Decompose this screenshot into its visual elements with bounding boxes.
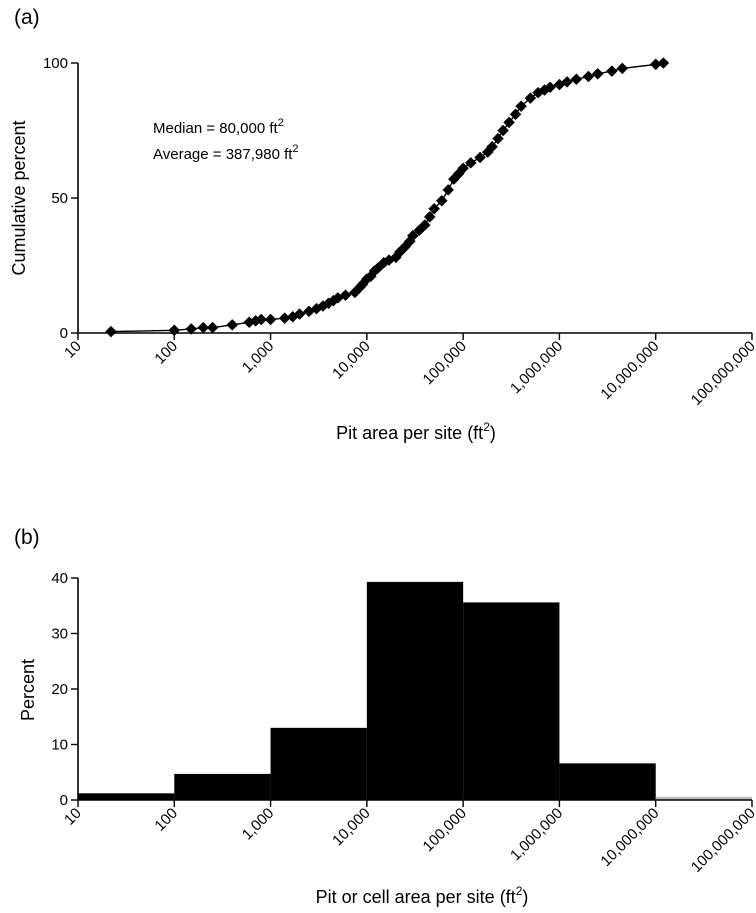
- x-tick-label: 100,000,000: [688, 338, 756, 409]
- data-point-marker: [197, 321, 210, 334]
- data-point-marker: [561, 76, 573, 88]
- histogram-bar: [655, 796, 752, 800]
- y-tick-label: 20: [51, 681, 68, 698]
- data-point-marker: [371, 262, 384, 275]
- data-point-marker: [605, 65, 618, 77]
- data-point-marker: [497, 124, 509, 137]
- data-point-marker: [206, 321, 219, 334]
- data-point-marker: [185, 323, 198, 335]
- cumulative-line: [110, 62, 664, 333]
- y-axis-title-b: Percent: [18, 659, 38, 721]
- histogram-bars: [78, 581, 752, 800]
- y-tick-label: 40: [51, 570, 68, 587]
- data-point-marker: [515, 100, 527, 113]
- data-point-marker: [474, 151, 486, 164]
- x-tick-label: 100: [151, 805, 181, 835]
- x-tick-label: 1,000,000: [507, 805, 566, 864]
- data-point-marker: [524, 92, 537, 104]
- histogram-bar: [270, 727, 367, 800]
- x-tick-label: 10,000,000: [597, 805, 662, 870]
- y-tick-label: 0: [60, 325, 68, 342]
- x-tick-label: 10,000: [329, 338, 373, 382]
- histogram-chart: (b) 0 10 20 30 40 10 100 1,000 10,000 100,000 1,0…: [14, 526, 756, 907]
- data-point-marker: [544, 81, 556, 94]
- data-point-marker: [293, 308, 306, 320]
- y-tick-label: 100: [43, 55, 68, 72]
- data-point-marker: [657, 57, 670, 69]
- y-tick-label: 50: [51, 190, 68, 207]
- x-axis-title-a: Pit area per site (ft2): [336, 420, 496, 443]
- data-markers: [105, 57, 670, 338]
- data-point-marker: [591, 67, 604, 80]
- data-point-marker: [486, 140, 498, 153]
- data-point-marker: [503, 116, 515, 129]
- histogram-bar: [174, 773, 271, 800]
- y-tick-label: 0: [60, 792, 68, 809]
- data-point-marker: [582, 70, 595, 83]
- panel-label-b: (b): [14, 526, 40, 549]
- data-point-marker: [616, 62, 629, 75]
- data-point-marker: [509, 108, 522, 121]
- x-ticks-a: 10 100 1,000 10,000 100,000 1,000,000 10,000,0…: [61, 333, 756, 409]
- y-ticks-a: 0 50 100: [43, 55, 78, 342]
- annotation-average: Average = 387,980 ft2: [153, 143, 299, 163]
- x-tick-label: 100,000: [420, 805, 470, 855]
- y-tick-label: 30: [51, 626, 68, 643]
- panel-label-a: (a): [14, 6, 40, 29]
- data-point-marker: [255, 313, 268, 326]
- x-ticks-b: 10 100 1,000 10,000 100,000 1,000,000 10,000,0…: [61, 800, 756, 876]
- histogram-bar: [559, 763, 656, 800]
- data-point-marker: [226, 319, 239, 331]
- data-point-marker: [492, 132, 504, 145]
- y-tick-label: 10: [51, 737, 68, 754]
- x-tick-label: 100,000,000: [688, 805, 756, 876]
- x-tick-label: 10,000: [329, 805, 373, 849]
- histogram-bar: [78, 793, 175, 800]
- data-point-marker: [435, 194, 448, 207]
- data-point-marker: [442, 184, 455, 196]
- x-tick-label: 1,000: [239, 805, 278, 844]
- y-ticks-b: 0 10 20 30 40: [51, 570, 78, 809]
- histogram-bar: [366, 581, 464, 800]
- data-point-marker: [406, 229, 419, 242]
- data-point-marker: [105, 325, 117, 338]
- x-tick-label: 1,000: [239, 338, 278, 377]
- x-axis-title-b: Pit or cell area per site (ft2): [316, 884, 529, 907]
- data-point-marker: [464, 157, 477, 169]
- data-point-marker: [339, 289, 352, 302]
- histogram-bar: [463, 602, 560, 800]
- x-tick-label: 10,000,000: [597, 338, 662, 403]
- x-tick-label: 100,000: [420, 338, 470, 388]
- data-point-marker: [418, 219, 431, 231]
- data-point-marker: [264, 313, 277, 326]
- y-axis-title-a: Cumulative percent: [9, 120, 29, 275]
- data-point-marker: [168, 324, 181, 337]
- data-point-marker: [570, 73, 583, 86]
- x-tick-label: 1,000,000: [507, 338, 566, 397]
- data-point-marker: [423, 211, 436, 223]
- data-point-marker: [428, 202, 441, 215]
- x-tick-label: 100: [151, 338, 181, 368]
- annotation-median: Median = 80,000 ft2: [153, 117, 284, 137]
- data-point-marker: [457, 162, 469, 175]
